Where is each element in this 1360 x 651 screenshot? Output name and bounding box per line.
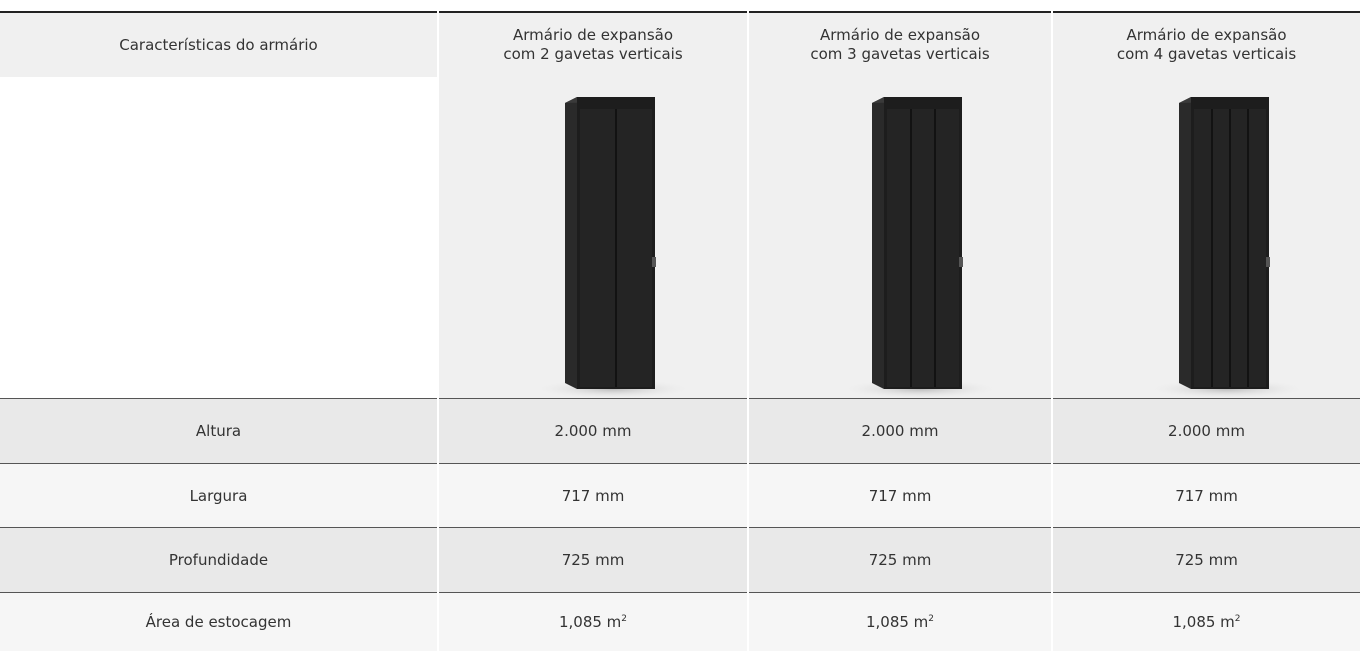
value-cell: 2.000 mm (1052, 399, 1360, 464)
value-text: 2.000 mm (555, 422, 632, 440)
blank-cell (0, 77, 438, 399)
table-body: Características do armário Armário de exp… (0, 12, 1360, 651)
value-cell: 717 mm (1052, 464, 1360, 528)
value-text: 717 mm (1175, 487, 1238, 505)
value-cell: 2.000 mm (438, 399, 748, 464)
value-cell: 717 mm (438, 464, 748, 528)
label-cell: Profundidade (0, 528, 438, 593)
label-cell: Área de estocagem (0, 593, 438, 651)
image-cell (748, 77, 1052, 399)
image-cell (1052, 77, 1360, 399)
comparison-table-wrap: Características do armário Armário de exp… (0, 11, 1360, 651)
unit-superscript: 2 (621, 614, 627, 624)
header-text: Armário de expansão (820, 26, 980, 44)
value-cell: 725 mm (748, 528, 1052, 593)
header-text: Características do armário (119, 36, 317, 54)
value-text: 725 mm (562, 551, 625, 569)
image-row (0, 77, 1360, 399)
label-text: Largura (190, 487, 248, 505)
value-text: 717 mm (562, 487, 625, 505)
header-text: Armário de expansão (513, 26, 673, 44)
value-text: 717 mm (869, 487, 932, 505)
value-cell: 1,085 m2 (748, 593, 1052, 651)
label-text: Altura (196, 422, 241, 440)
label-cell: Altura (0, 399, 438, 464)
comparison-table: Características do armário Armário de exp… (0, 11, 1360, 651)
value-cell: 1,085 m2 (1052, 593, 1360, 651)
value-text: 1,085 m (559, 613, 621, 631)
unit-superscript: 2 (1235, 614, 1241, 624)
value-text: 2.000 mm (1168, 422, 1245, 440)
value-text: 1,085 m (1172, 613, 1234, 631)
cabinet-image (1057, 77, 1357, 398)
label-text: Profundidade (169, 551, 268, 569)
data-row: Largura 717 mm 717 mm 717 mm (0, 464, 1360, 528)
header-text: com 2 gavetas verticais (503, 45, 682, 63)
image-cell (438, 77, 748, 399)
label-cell: Largura (0, 464, 438, 528)
unit-superscript: 2 (928, 614, 934, 624)
label-text: Área de estocagem (146, 613, 292, 631)
value-text: 1,085 m (866, 613, 928, 631)
value-cell: 2.000 mm (748, 399, 1052, 464)
value-cell: 725 mm (438, 528, 748, 593)
value-cell: 1,085 m2 (438, 593, 748, 651)
value-text: 2.000 mm (862, 422, 939, 440)
value-text: 725 mm (1175, 551, 1238, 569)
cabinet-image (443, 77, 743, 398)
value-text: 725 mm (869, 551, 932, 569)
data-row: Altura 2.000 mm 2.000 mm 2.000 mm (0, 399, 1360, 464)
header-cell: Características do armário (0, 12, 438, 77)
value-cell: 725 mm (1052, 528, 1360, 593)
value-cell: 717 mm (748, 464, 1052, 528)
cabinet-image (750, 77, 1050, 398)
header-text: com 3 gavetas verticais (810, 45, 989, 63)
data-row: Profundidade 725 mm 725 mm 725 mm (0, 528, 1360, 593)
header-text: com 4 gavetas verticais (1117, 45, 1296, 63)
header-text: Armário de expansão (1126, 26, 1286, 44)
header-row: Características do armário Armário de exp… (0, 12, 1360, 77)
